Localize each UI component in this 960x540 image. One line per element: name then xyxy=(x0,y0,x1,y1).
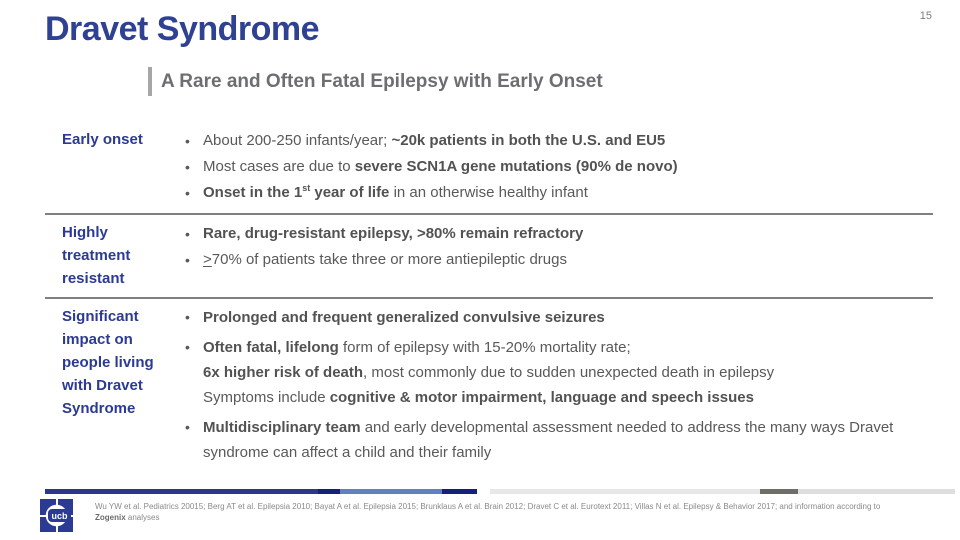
section-label: Significant impact on people living with… xyxy=(62,308,154,417)
footer-citation: Wu YW et al. Pediatrics 20015; Berg AT e… xyxy=(95,501,895,523)
citation-zogenix: Zogenix xyxy=(95,513,126,522)
bullet-text: Prolonged and frequent generalized convu… xyxy=(203,309,605,326)
stripe-segment xyxy=(760,489,798,494)
stripe-segment xyxy=(490,489,760,494)
bullet-item: • Prolonged and frequent generalized conv… xyxy=(185,305,918,330)
bottom-stripe xyxy=(45,489,955,494)
stripe-segment xyxy=(798,489,955,494)
page-number: 15 xyxy=(919,10,932,22)
bullet-dot: • xyxy=(185,309,190,325)
bullet-text: Rare, drug-resistant epilepsy, >80% rema… xyxy=(203,225,584,242)
bullet-text: About 200-250 infants/year; ~20k patient… xyxy=(203,132,666,149)
stripe-segment xyxy=(477,489,490,494)
bullet-dot: • xyxy=(185,339,190,355)
bullet-dot: • xyxy=(185,419,190,435)
citation-analyses: analyses xyxy=(125,513,160,522)
content-table: Early onset • About 200-250 infants/year; … xyxy=(45,122,933,477)
bullet-text: Often fatal, lifelong form of epilepsy w… xyxy=(203,339,775,406)
bullet-text: Multidisciplinary team and early develop… xyxy=(203,419,898,461)
bullet-text: >70% of patients take three or more anti… xyxy=(203,251,567,268)
bullet-dot: • xyxy=(185,159,190,175)
bullet-text: Onset in the 1st year of life in an othe… xyxy=(203,183,588,202)
page-title: Dravet Syndrome xyxy=(45,10,320,48)
subtitle-accent-bar xyxy=(148,67,152,96)
bullet-item: • Multidisciplinary team and early develo… xyxy=(185,415,918,465)
bullet-dot: • xyxy=(185,226,190,242)
bullet-dot: • xyxy=(185,133,190,149)
stripe-segment xyxy=(442,489,477,494)
stripe-segment xyxy=(340,489,442,494)
stripe-segment xyxy=(45,489,318,494)
section-row: Early onset • About 200-250 infants/year; … xyxy=(45,122,933,213)
bullet-item: • Often fatal, lifelong form of epilepsy … xyxy=(185,335,918,410)
bullet-item: • >70% of patients take three or more ant… xyxy=(185,247,918,273)
subtitle-text: A Rare and Often Fatal Epilepsy with Ear… xyxy=(161,70,603,92)
bullet-dot: • xyxy=(185,185,190,201)
section-row: Highly treatment resistant • Rare, drug-re… xyxy=(45,213,933,297)
bullet-text: Most cases are due to severe SCN1A gene … xyxy=(203,158,678,175)
ucb-logo-wordmark: ucb xyxy=(48,509,71,522)
citation-line1: Wu YW et al. Pediatrics 20015; Berg AT e… xyxy=(95,502,881,511)
section-label: Highly treatment resistant xyxy=(62,224,131,287)
bullet-list: • About 200-250 infants/year; ~20k patien… xyxy=(168,128,918,206)
bullet-item: • Rare, drug-resistant epilepsy, >80% rem… xyxy=(185,221,918,247)
bullet-list: • Rare, drug-resistant epilepsy, >80% rem… xyxy=(168,221,918,273)
citation-line2: Zogenix analyses xyxy=(95,512,895,523)
bullet-item: • Most cases are due to severe SCN1A gene… xyxy=(185,154,918,180)
bullet-item: • Onset in the 1st year of life in an oth… xyxy=(185,180,918,206)
bullet-dot: • xyxy=(185,252,190,268)
bullet-list: • Prolonged and frequent generalized conv… xyxy=(168,305,918,470)
ucb-logo: ucb xyxy=(40,499,73,532)
subtitle: A Rare and Often Fatal Epilepsy with Ear… xyxy=(148,67,603,96)
stripe-segment xyxy=(318,489,340,494)
section-label: Early onset xyxy=(62,131,143,148)
section-row: Significant impact on people living with… xyxy=(45,297,933,477)
bullet-item: • About 200-250 infants/year; ~20k patien… xyxy=(185,128,918,154)
